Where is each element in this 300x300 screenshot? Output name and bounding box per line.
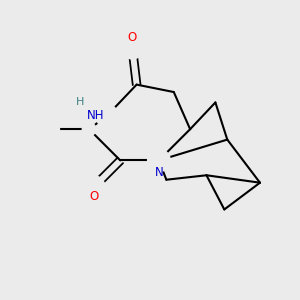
- Circle shape: [82, 122, 96, 136]
- Text: N: N: [154, 166, 163, 179]
- Circle shape: [148, 149, 170, 172]
- Text: O: O: [128, 32, 137, 44]
- Circle shape: [82, 176, 105, 198]
- Circle shape: [41, 120, 59, 138]
- Text: NH: NH: [86, 109, 104, 122]
- Circle shape: [121, 36, 143, 59]
- Circle shape: [82, 176, 105, 198]
- Text: O: O: [89, 190, 98, 203]
- Circle shape: [121, 36, 143, 59]
- Circle shape: [96, 104, 118, 127]
- Text: H: H: [76, 98, 84, 107]
